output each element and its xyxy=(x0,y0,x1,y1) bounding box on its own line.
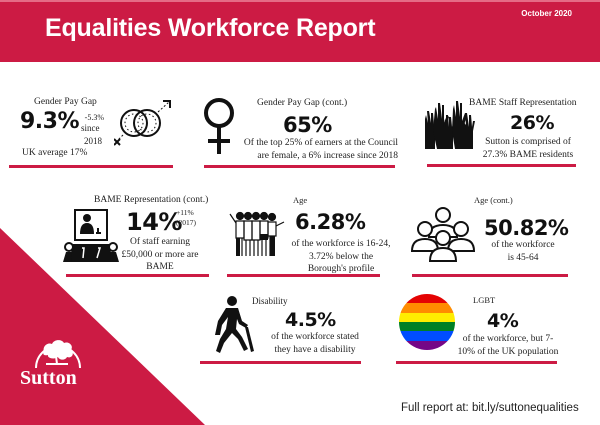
desc-line: BAME xyxy=(146,262,174,272)
young-people-icon xyxy=(226,210,288,260)
disability-desc: of the workforce stated they have a disa… xyxy=(265,331,365,356)
gender-pay-gap-label: Gender Pay Gap xyxy=(34,97,97,107)
divider xyxy=(227,274,380,277)
bame-cont-change: +11% xyxy=(176,208,194,217)
gender-pay-gap-change: -5.3% xyxy=(84,113,104,122)
gender-pay-gap-cont-label: Gender Pay Gap (cont.) xyxy=(257,98,348,108)
logo-text: Sutton xyxy=(20,367,77,389)
group-icon xyxy=(411,205,475,263)
gender-pay-gap-cont-desc: Of the top 25% of earners at the Council… xyxy=(236,137,398,162)
full-report-link[interactable]: Full report at: bit.ly/suttonequalities xyxy=(401,402,579,414)
rainbow-circle-icon xyxy=(398,293,456,351)
sutton-logo xyxy=(22,330,92,370)
bame-cont-desc: Of staff earning £50,000 or more are BAM… xyxy=(116,236,204,274)
lgbt-value: 4% xyxy=(487,310,519,332)
female-symbol-icon xyxy=(203,96,237,156)
gender-pay-gap-cont-value: 65% xyxy=(283,113,332,137)
bame-staff-label: BAME Staff Representation xyxy=(469,98,577,108)
gender-pay-gap-year: 2018 xyxy=(84,136,102,146)
desc-line: Of the top 25% of earners at the Council xyxy=(243,138,398,148)
divider xyxy=(396,361,557,364)
gender-pay-gap-value: 9.3% xyxy=(20,109,80,134)
age-cont-desc: of the workforce is 45-64 xyxy=(480,239,566,264)
divider xyxy=(200,361,361,364)
gender-pay-gap-since: since xyxy=(81,123,100,133)
bame-staff-value: 26% xyxy=(510,112,554,134)
desc-line: 3.72% below the xyxy=(308,251,374,262)
bame-staff-desc: Sutton is comprised of 27.3% BAME reside… xyxy=(478,136,578,161)
page-title: Equalities Workforce Report xyxy=(45,14,376,42)
person-with-cane-icon xyxy=(212,295,256,353)
age-cont-label: Age (cont.) xyxy=(474,195,513,205)
gender-symbols-icon xyxy=(114,99,176,151)
desc-line: is 45-64 xyxy=(507,252,539,263)
disability-value: 4.5% xyxy=(285,309,336,331)
header-banner: Equalities Workforce Report October 2020 xyxy=(0,0,600,62)
report-date: October 2020 xyxy=(521,9,572,18)
desc-line: are female, a 6% increase since 2018 xyxy=(257,150,398,161)
lgbt-label: LGBT xyxy=(473,295,496,305)
desc-line: of the workforce xyxy=(491,240,555,250)
bame-cont-value: 14% xyxy=(126,208,182,236)
desc-line: Sutton is comprised of xyxy=(485,137,571,147)
age-label: Age xyxy=(293,195,308,205)
meeting-icon xyxy=(63,208,119,264)
header-topline xyxy=(0,0,600,2)
divider xyxy=(412,274,568,277)
lgbt-desc: of the workforce, but 7- 10% of the UK p… xyxy=(453,333,563,358)
bame-cont-label: BAME Representation (cont.) xyxy=(94,195,209,205)
age-desc: of the workforce is 16-24, 3.72% below t… xyxy=(281,238,401,276)
desc-line: of the workforce is 16-24, xyxy=(291,239,391,249)
tree-logo-icon xyxy=(35,340,81,369)
divider xyxy=(204,165,395,168)
disability-label: Disability xyxy=(252,296,288,306)
desc-line: £50,000 or more are xyxy=(121,249,199,260)
uk-average-note: UK average 17% xyxy=(22,148,88,158)
bame-cont-change-year: (2017) xyxy=(176,218,196,227)
divider xyxy=(9,165,173,168)
desc-line: of the workforce stated xyxy=(271,332,359,342)
desc-line: Of staff earning xyxy=(130,237,190,247)
divider xyxy=(427,164,576,167)
desc-line: Borough's profile xyxy=(307,264,375,274)
desc-line: of the workforce, but 7- xyxy=(462,334,554,344)
age-cont-value: 50.82% xyxy=(484,216,569,240)
desc-line: they have a disability xyxy=(274,344,356,355)
divider xyxy=(66,274,209,277)
desc-line: 10% of the UK population xyxy=(457,346,559,357)
raised-hands-icon xyxy=(423,101,475,151)
age-value: 6.28% xyxy=(295,210,366,234)
desc-line: 27.3% BAME residents xyxy=(482,149,574,160)
